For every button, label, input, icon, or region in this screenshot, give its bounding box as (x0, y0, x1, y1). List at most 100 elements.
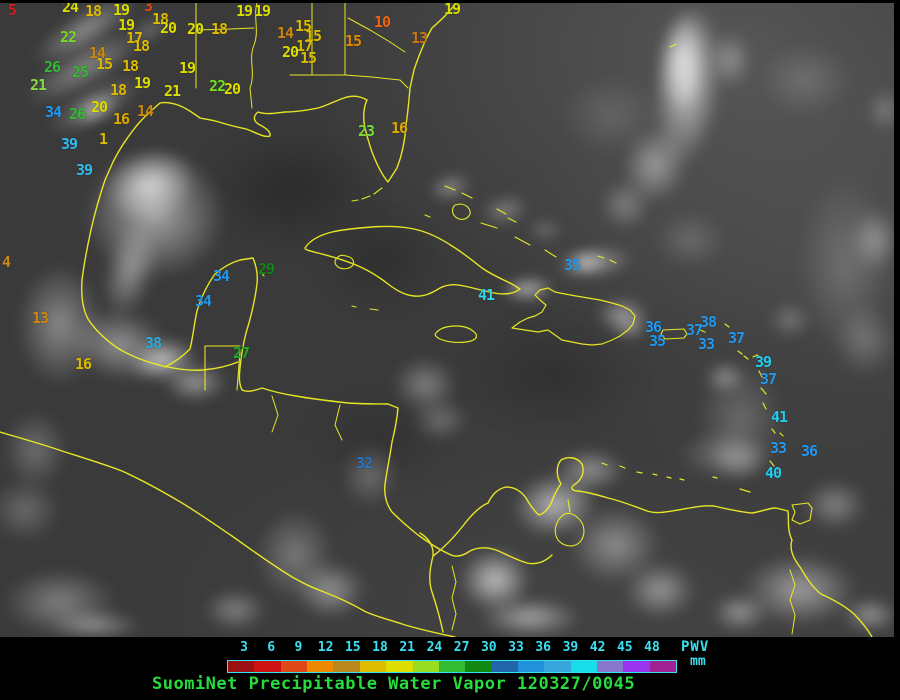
colorbar-segment (465, 661, 492, 672)
guatemala-border (204, 345, 241, 391)
cayman-cozumel (259, 270, 379, 311)
colorbar-segment (307, 661, 334, 672)
top-edge-trim (0, 0, 900, 3)
bahamas (424, 185, 617, 264)
station-value: 26 (68, 105, 86, 123)
station-value: 24 (61, 0, 79, 16)
station-value: 32 (355, 454, 373, 472)
colorbar-tick-label: 15 (344, 640, 361, 655)
station-value: 25 (71, 63, 89, 81)
station-value: 23 (357, 122, 375, 140)
colorbar-segment (570, 661, 598, 672)
lesser-antilles (699, 323, 784, 467)
station-value: 16 (390, 119, 408, 137)
station-value: 34 (194, 292, 212, 310)
leeward-antilles (601, 462, 751, 493)
station-value: 14 (276, 24, 294, 42)
colorbar-tick-label: 33 (508, 640, 524, 655)
station-value: 16 (112, 110, 130, 128)
border-wiggle-2 (789, 569, 796, 635)
station-value: 21 (29, 76, 47, 94)
colorbar-tick-label: 36 (535, 640, 552, 655)
station-value: 20 (186, 20, 204, 38)
station-value: 19 (117, 16, 135, 34)
colorbar-tick-label: 39 (562, 640, 579, 655)
station-value: 19 (178, 59, 196, 77)
colorbar-segment (491, 661, 518, 672)
station-value: 15 (294, 17, 312, 35)
colorbar-tick-label: 24 (426, 640, 443, 655)
colorbar-segment (254, 661, 281, 672)
station-value: 22 (208, 77, 226, 95)
station-value: 34 (212, 267, 230, 285)
bermuda-dash (669, 43, 677, 48)
stations-layer: 5 24 18 19 3 18 19 19 19 20 20 18 22 17 18 14 15 18 19 26 25… (2, 0, 818, 482)
station-value: 22 (59, 28, 77, 46)
station-value: 35 (563, 256, 581, 274)
station-value: 10 (373, 13, 391, 31)
colorbar-tick-label: 30 (480, 640, 497, 655)
product-title: SuomiNet Precipitable Water Vapor 120327… (152, 674, 636, 694)
station-value: 17 (295, 37, 313, 55)
station-value: 14 (136, 102, 154, 120)
colorbar-segment (333, 661, 360, 672)
colorbar-segment (623, 661, 650, 672)
colorbar-segment (280, 661, 308, 672)
station-value: 5 (7, 1, 17, 19)
station-value: 21 (163, 82, 181, 100)
station-value: 19 (443, 0, 461, 18)
jamaica (434, 325, 478, 343)
station-value: 19 (253, 2, 271, 20)
colorbar-segment (649, 661, 677, 672)
station-value: 19 (235, 2, 253, 20)
maracaibo-lake (554, 499, 585, 547)
station-value: 1 (98, 130, 108, 148)
legend-panel: 3 6 9 12 15 18 21 24 27 30 33 36 39 42 45 48 PWV mm Suo… (0, 637, 900, 700)
trinidad (791, 502, 813, 525)
station-value: 15 (299, 49, 317, 67)
station-value: 35 (648, 332, 666, 350)
colorbar-segment (386, 661, 413, 672)
station-value: 34 (44, 103, 62, 121)
colorbar-segment (228, 661, 255, 672)
colorbar-tick-label: 42 (589, 640, 606, 655)
colorbar-segment (438, 661, 466, 672)
station-value: 3 (143, 0, 153, 15)
station-value: 18 (151, 10, 169, 28)
station-value: 20 (281, 43, 299, 61)
station-value: 15 (95, 55, 113, 73)
station-value: 19 (133, 74, 151, 92)
station-value: 18 (210, 20, 228, 38)
honduras-border (271, 395, 343, 441)
isla-juventud (334, 254, 355, 270)
station-value: 40 (764, 464, 782, 482)
station-value: 38 (144, 334, 162, 352)
colorbar-tick-label: 6 (267, 640, 276, 655)
satellite-image: 5 24 18 19 3 18 19 19 19 20 20 18 22 17 18 14 15 18 19 26 25… (0, 0, 900, 637)
station-value: 20 (159, 19, 177, 37)
state-borders (195, 0, 409, 109)
colorbar-tick-label: 12 (317, 640, 334, 655)
station-value: 18 (132, 37, 150, 55)
puerto-rico (660, 328, 688, 340)
station-value: 20 (223, 80, 241, 98)
station-value: 36 (800, 442, 818, 460)
colorbar-unit-pwv: PWV (681, 639, 710, 655)
south-america-coast (419, 456, 873, 637)
pacific-coast (0, 431, 456, 637)
station-value: 41 (477, 286, 495, 304)
station-value: 36 (644, 318, 662, 336)
station-value: 37 (759, 370, 777, 388)
station-value: 26 (43, 58, 61, 76)
station-value: 16 (74, 355, 92, 373)
coastline-overlay (0, 0, 873, 637)
station-value: 13 (410, 29, 428, 47)
colorbar-tick-label: 27 (453, 640, 470, 655)
station-value: 18 (109, 81, 127, 99)
florida-keys (351, 187, 383, 202)
colorbar-segment (517, 661, 545, 672)
station-value: 37 (727, 329, 745, 347)
yucatan-coast (164, 257, 553, 565)
station-value: 33 (769, 439, 787, 457)
